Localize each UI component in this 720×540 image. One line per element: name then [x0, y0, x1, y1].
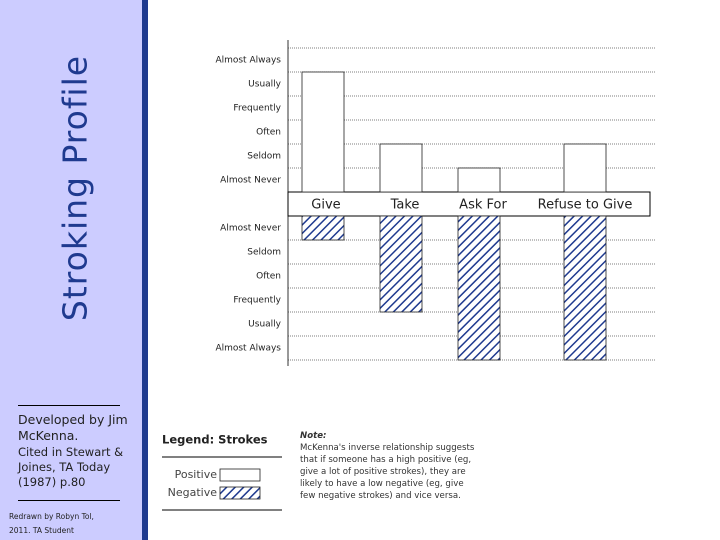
- y-tick-label: Seldom: [247, 152, 281, 162]
- note-text: McKenna's inverse relationship suggests …: [300, 443, 475, 501]
- category-label: Ask For: [459, 198, 507, 213]
- divider: [18, 405, 120, 406]
- credit-redrawn: Redrawn by Robyn Tol, 2011. TA Student: [9, 512, 94, 535]
- sidebar: [0, 0, 142, 540]
- bar: [379, 143, 423, 193]
- y-tick-label: Almost Always: [215, 56, 281, 66]
- credit-cited: Cited in Stewart & Joines, TA Today (198…: [18, 445, 124, 489]
- bar: [301, 215, 345, 241]
- bar: [301, 71, 345, 193]
- y-tick-label: Frequently: [233, 104, 281, 114]
- divider: [18, 500, 120, 501]
- bar: [457, 167, 501, 193]
- legend-swatch: [219, 468, 261, 482]
- category-label: Take: [390, 198, 420, 213]
- legend-title: Legend: Strokes: [162, 433, 268, 447]
- y2-tick-label: Almost Always: [215, 344, 281, 354]
- category-label: Refuse to Give: [538, 198, 633, 213]
- credit-developed: Developed by Jim McKenna.: [18, 412, 128, 443]
- y2-tick-label: Often: [256, 272, 281, 282]
- note-label: Note:: [300, 431, 327, 441]
- bar: [457, 215, 501, 361]
- sidebar-edge: [142, 0, 148, 540]
- legend-swatch: [219, 486, 261, 500]
- category-label: Give: [311, 198, 340, 213]
- y2-tick-label: Frequently: [233, 296, 281, 306]
- bar: [379, 215, 423, 313]
- y-tick-label: Almost Never: [220, 176, 281, 186]
- legend-label: Positive: [175, 468, 218, 481]
- y-tick-label: Usually: [248, 80, 281, 90]
- y-tick-label: Often: [256, 128, 281, 138]
- y2-tick-label: Usually: [248, 320, 281, 330]
- bar: [563, 215, 607, 361]
- legend-label: Negative: [168, 486, 218, 499]
- y2-tick-label: Almost Never: [220, 224, 281, 234]
- y2-tick-label: Seldom: [247, 248, 281, 258]
- bar: [563, 143, 607, 193]
- note: Note: McKenna's inverse relationship sugg…: [300, 430, 480, 502]
